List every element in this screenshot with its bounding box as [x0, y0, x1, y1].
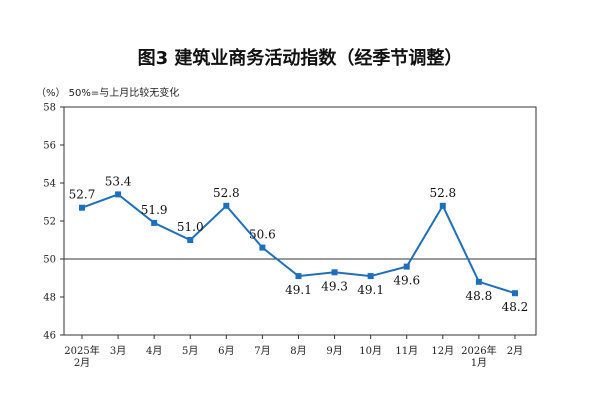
y-tick-label: 54: [43, 179, 56, 190]
data-point: [511, 290, 518, 297]
data-point: [259, 244, 266, 251]
data-value-label: 49.1: [285, 283, 312, 297]
x-tick-label: 12月: [431, 345, 454, 357]
y-tick-label: 58: [43, 103, 56, 114]
data-value-label: 51.0: [177, 220, 204, 234]
x-tick-label: 10月: [359, 345, 382, 357]
data-point: [475, 278, 482, 285]
x-tick-label: 4月: [146, 345, 162, 357]
data-point: [187, 237, 194, 243]
data-point: [331, 269, 338, 276]
data-point: [115, 191, 122, 198]
y-tick-label: 52: [43, 217, 56, 228]
data-point: [223, 202, 230, 209]
x-tick-label: 5月: [182, 345, 198, 357]
x-tick-label: 2025年: [64, 344, 99, 357]
data-point: [439, 202, 446, 209]
x-tick-label: 11月: [395, 345, 418, 357]
data-markers: [79, 191, 518, 297]
y-tick-label: 46: [43, 331, 56, 342]
data-point: [367, 273, 374, 280]
data-value-label: 48.8: [466, 289, 493, 303]
data-value-label: 52.8: [429, 186, 456, 200]
data-value-label: 50.6: [249, 228, 276, 242]
data-value-label: 49.6: [393, 274, 420, 288]
x-tick-label: 1月: [471, 357, 487, 369]
data-value-label: 49.1: [357, 283, 384, 297]
data-value-label: 51.9: [141, 203, 168, 217]
x-tick-label: 2月: [507, 345, 523, 357]
x-tick-label: 9月: [326, 345, 342, 357]
x-tick-label: 2026年: [461, 344, 496, 357]
data-value-label: 48.2: [502, 300, 529, 314]
y-tick-label: 48: [43, 293, 56, 304]
x-tick-label: 6月: [218, 345, 234, 357]
data-value-label: 53.4: [105, 174, 132, 188]
data-value-label: 52.8: [213, 186, 240, 200]
x-tick-label: 8月: [290, 345, 306, 357]
data-point: [79, 204, 85, 211]
y-tick-label: 50: [43, 255, 56, 266]
data-point: [151, 219, 158, 226]
data-point: [403, 263, 410, 270]
chart-title: 图3 建筑业商务活动指数（经季节调整）: [137, 48, 463, 69]
x-tick-label: 7月: [254, 345, 270, 357]
data-point: [295, 273, 302, 280]
data-value-label: 49.3: [321, 279, 348, 293]
y-axis-unit-note: （%） 50%=与上月比较无变化: [36, 88, 180, 99]
y-axis-ticks: 46 48 50 52 54 56 58: [43, 103, 64, 342]
x-tick-label: 3月: [110, 345, 126, 357]
data-value-labels: 52.7 53.4 51.9 51.0 52.8 50.6 49.1 49.3 49.1 49.6…: [69, 174, 529, 314]
x-tick-label: 2月: [74, 357, 90, 369]
y-tick-label: 56: [43, 141, 56, 152]
data-value-label: 52.7: [69, 188, 96, 202]
